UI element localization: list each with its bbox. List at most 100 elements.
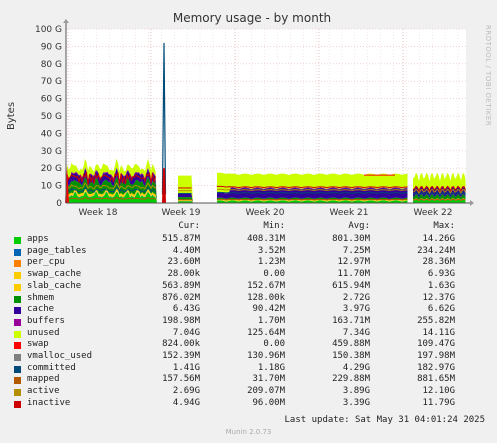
line-active (216, 188, 408, 191)
legend-max-value: 881.65M (417, 374, 455, 385)
line-committed (216, 191, 408, 194)
legend-min-value: 90.42M (252, 304, 285, 315)
legend-min-value: 3.52M (257, 245, 285, 256)
legend-max-value: 6.62G (427, 304, 455, 315)
legend-row: shmem 876.02M 128.00k 2.72G 12.37G (0, 293, 497, 305)
legend-swatch (14, 283, 21, 291)
area-per_cpu (217, 200, 408, 202)
legend-row: vmalloc_used 152.39M 130.96M 150.38M 197.98M (0, 351, 497, 363)
legend-series-name: committed (27, 362, 76, 373)
legend-avg-value: 3.97G (342, 304, 370, 315)
area-apps (217, 200, 408, 203)
legend-cur-value: 824.00k (162, 339, 200, 350)
legend-avg-value: 2.72G (342, 292, 370, 303)
legend-row: per_cpu 23.60M 1.23M 12.97M 28.36M (0, 257, 497, 269)
legend-max-value: 197.98M (417, 351, 455, 361)
legend-avg-value: 11.70M (337, 269, 370, 280)
memory-chart: 0 10 G 20 G 30 G 40 G 50 G 60 G 70 G 80 G 90 G 100… (0, 0, 497, 221)
legend-avg-value: 229.88M (332, 374, 370, 385)
legend-max-value: 28.36M (422, 257, 455, 268)
legend-header-cell: Cur: (178, 221, 200, 231)
legend-min-value: 96.00M (252, 397, 285, 408)
inactive-spike (162, 168, 166, 203)
legend-avg-value: 7.25M (342, 245, 370, 256)
legend-series-name: mapped (27, 374, 60, 385)
line-mapped (66, 197, 156, 200)
y-tick-label: 40 G (41, 129, 62, 139)
legend-swatch (14, 260, 21, 268)
legend-cur-value: 6.43G (172, 304, 200, 315)
rrdtool-credit: RRDTOOL / TOBI OETIKER (484, 25, 492, 127)
y-axis-label: Bytes (6, 102, 17, 130)
legend-avg-value: 459.88M (332, 339, 370, 350)
legend-swatch (14, 330, 21, 338)
area-buffers (217, 187, 408, 194)
legend-series-name: swap (27, 339, 49, 350)
legend-avg-value: 12.97M (337, 257, 370, 268)
area-cache (178, 193, 193, 203)
x-axis-arrow (470, 200, 474, 206)
legend-series-name: active (27, 386, 60, 397)
legend-row: swap_cache 28.00k 0.00 11.70M 6.93G (0, 269, 497, 281)
legend-max-value: 14.11G (422, 327, 455, 338)
legend-max-value: 255.82M (417, 315, 455, 326)
x-tick-label: Week 19 (162, 208, 201, 218)
legend-avg-value: 615.94M (332, 280, 370, 291)
legend-row: cache 6.43G 90.42M 3.97G 6.62G (0, 304, 497, 316)
legend-min-value: 152.67M (247, 280, 285, 291)
legend-swatch (14, 342, 21, 350)
legend-swatch (14, 318, 21, 326)
legend-swatch (14, 237, 21, 244)
legend-min-value: 0.00 (263, 339, 285, 350)
legend-min-value: 1.70M (257, 315, 285, 326)
legend-cur-value: 7.04G (172, 327, 200, 338)
legend-avg-value: 163.71M (332, 315, 370, 326)
y-tick-label: 10 G (41, 182, 62, 192)
legend-max-value: 14.26G (422, 234, 455, 244)
legend-series-name: per_cpu (27, 257, 65, 268)
legend-row: unused 7.04G 125.64M 7.34G 14.11G (0, 328, 497, 340)
legend-max-value: 234.24M (417, 245, 455, 256)
legend-avg-value: 4.29G (342, 362, 370, 373)
legend-series-name: page_tables (27, 245, 87, 256)
area-slab_cache (178, 199, 193, 203)
legend-header: Cur: Min: Avg: Max: (0, 221, 497, 233)
legend-avg-value: 801.30M (332, 234, 370, 244)
legend-swatch (14, 400, 21, 408)
legend-swatch (14, 248, 21, 256)
area-apps (413, 199, 466, 203)
area-swap_cache (67, 190, 157, 203)
legend-series-name: vmalloc_used (27, 351, 93, 361)
y-axis-arrow (63, 19, 69, 23)
legend-min-value: 31.70M (252, 374, 285, 385)
legend-row: mapped 157.56M 31.70M 229.88M 881.65M (0, 374, 497, 386)
legend-cur-value: 515.87M (162, 234, 200, 244)
legend-cur-value: 23.60M (167, 257, 200, 268)
area-shmem (67, 176, 157, 203)
x-tick-label: Week 21 (330, 208, 369, 218)
legend-row: buffers 198.98M 1.70M 163.71M 255.82M (0, 316, 497, 328)
legend-swatch (14, 365, 21, 373)
legend-avg-value: 7.34G (342, 327, 370, 338)
area-page_tables (217, 200, 408, 202)
area-shmem (178, 197, 193, 203)
legend-cur-value: 28.00k (167, 269, 200, 280)
legend-series-name: buffers (27, 315, 65, 326)
legend-avg-value: 3.89G (342, 386, 370, 397)
line-inactive (412, 185, 466, 193)
legend-swatch (14, 307, 21, 315)
legend-min-value: 125.64M (247, 327, 285, 338)
munin-version: Munin 2.0.73 (225, 428, 272, 436)
legend-cur-value: 198.98M (162, 315, 200, 326)
y-tick-label: 100 G (35, 25, 62, 35)
legend-cur-value: 876.02M (162, 292, 200, 303)
legend-max-value: 12.10G (422, 386, 455, 397)
area-cache (217, 188, 408, 199)
y-tick-label: 20 G (41, 164, 62, 174)
legend-max-value: 6.93G (427, 269, 455, 280)
legend-series-name: swap_cache (27, 269, 82, 280)
legend-min-value: 130.96M (247, 351, 285, 361)
x-tick-label: Week 20 (246, 208, 285, 218)
area-apps (67, 191, 157, 203)
line-active (66, 182, 156, 190)
